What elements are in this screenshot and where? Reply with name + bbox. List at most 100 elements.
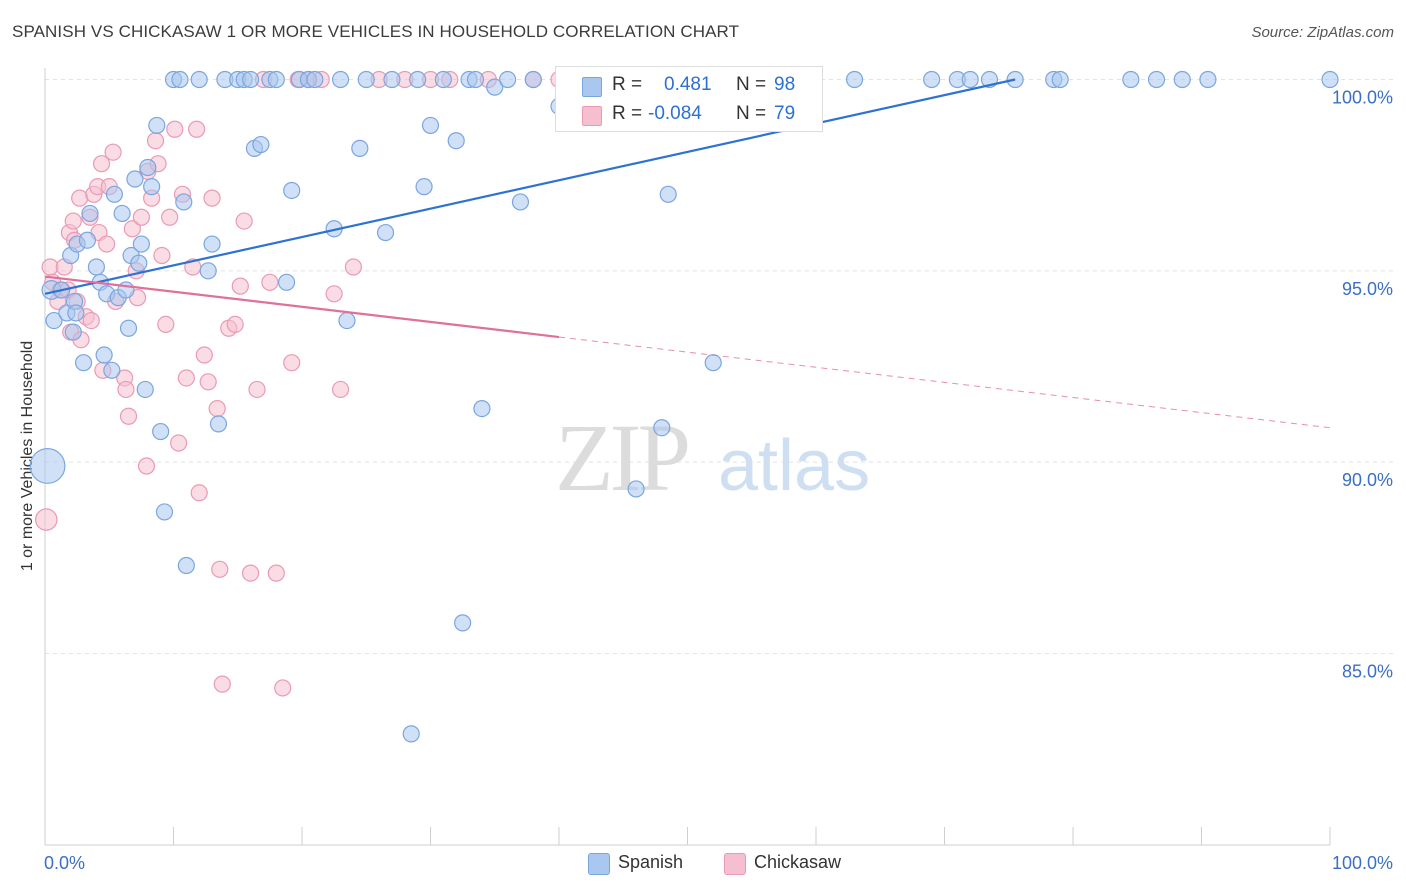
chickasaw-point	[177, 369, 195, 387]
spanish-point	[923, 70, 941, 89]
chickasaw-point	[235, 212, 253, 230]
chickasaw-legend-label: Chickasaw	[754, 852, 842, 872]
spanish-point	[103, 361, 121, 379]
spanish-point	[421, 116, 440, 135]
y-tick-label: 95.0%	[1342, 279, 1393, 299]
chickasaw-point	[195, 346, 213, 364]
spanish-point	[402, 725, 420, 743]
spanish-point	[1199, 70, 1217, 89]
spanish-legend-label: Spanish	[618, 852, 684, 872]
chickasaw-point	[261, 273, 279, 291]
chickasaw-point	[98, 235, 116, 253]
spanish-r-value: 0.481	[664, 74, 712, 95]
spanish-point	[177, 556, 195, 575]
spanish-point	[74, 354, 93, 372]
chickasaw-point	[166, 120, 184, 138]
chickasaw-swatch	[582, 106, 602, 126]
spanish-point	[29, 448, 66, 484]
spanish-point	[277, 273, 296, 291]
spanish-point	[139, 158, 157, 177]
spanish-n-label: N =	[736, 74, 767, 95]
chickasaw-point	[71, 189, 89, 207]
spanish-point	[1173, 70, 1191, 89]
source-note: Source: ZipAtlas.com	[1251, 24, 1394, 41]
spanish-point	[659, 185, 677, 203]
y-tick-label: 90.0%	[1342, 470, 1393, 490]
spanish-point	[105, 185, 123, 203]
spanish-point	[64, 323, 82, 341]
chickasaw-point	[170, 434, 188, 452]
spanish-point	[845, 70, 864, 89]
chickasaw-point	[137, 457, 156, 475]
spanish-point	[1321, 70, 1339, 89]
spanish-point	[267, 70, 285, 89]
spanish-point	[113, 204, 131, 223]
spanish-point	[87, 258, 106, 276]
spanish-r-label: R =	[612, 74, 643, 95]
spanish-point	[704, 354, 722, 372]
spanish-point	[499, 70, 517, 89]
spanish-swatch	[582, 77, 602, 97]
spanish-point	[148, 116, 166, 135]
chickasaw-point	[199, 373, 217, 391]
spanish-point	[306, 70, 324, 89]
chickasaw-point	[92, 155, 111, 173]
spanish-point	[447, 132, 465, 150]
spanish-point	[1147, 70, 1166, 89]
chickasaw-point	[64, 212, 82, 230]
chickasaw-point	[119, 407, 138, 425]
chickasaw-point	[242, 564, 260, 582]
chickasaw-point	[146, 132, 165, 150]
spanish-n-value: 98	[774, 74, 796, 95]
spanish-point	[338, 311, 356, 330]
x-tick-label-max: 100.0%	[1332, 853, 1393, 873]
chickasaw-n-value: 79	[774, 103, 796, 124]
chickasaw-point	[267, 564, 285, 582]
spanish-points	[29, 70, 1339, 743]
spanish-point	[252, 135, 270, 154]
spanish-point	[95, 346, 113, 364]
spanish-point	[81, 204, 99, 223]
chickasaw-r-value: -0.084	[648, 103, 702, 124]
axes	[44, 68, 1331, 846]
x-tick-label-min: 0.0%	[44, 853, 85, 873]
spanish-point	[67, 304, 85, 322]
chickasaw-point	[331, 380, 350, 399]
spanish-legend-swatch	[588, 853, 610, 875]
chickasaw-point	[132, 208, 150, 226]
chickasaw-point	[188, 120, 206, 138]
spanish-point	[1122, 70, 1140, 89]
spanish-point	[119, 319, 138, 337]
watermark-atlas: atlas	[718, 426, 870, 506]
spanish-point	[486, 78, 504, 96]
chart-title: SPANISH VS CHICKASAW 1 OR MORE VEHICLES …	[12, 22, 740, 41]
chickasaw-point	[213, 675, 231, 693]
y-tick-label: 85.0%	[1342, 662, 1393, 682]
chickasaw-point	[203, 189, 221, 207]
spanish-point	[78, 231, 97, 249]
spanish-point	[511, 193, 530, 211]
chickasaw-point	[153, 246, 171, 265]
spanish-point	[45, 311, 63, 330]
spanish-point	[434, 70, 452, 89]
chickasaw-point	[211, 560, 229, 578]
spanish-point	[331, 70, 350, 89]
spanish-point	[383, 70, 401, 89]
chickasaw-point	[283, 354, 301, 372]
spanish-point	[126, 170, 144, 188]
chickasaw-point	[123, 220, 141, 238]
y-tick-label: 100.0%	[1332, 88, 1393, 108]
spanish-point	[242, 70, 260, 89]
chickasaw-legend-swatch	[724, 853, 746, 875]
spanish-point	[653, 419, 671, 437]
chickasaw-point	[231, 277, 249, 295]
tick-labels: 85.0% 90.0% 95.0% 100.0% 0.0% 100.0%	[44, 88, 1393, 874]
spanish-point	[961, 70, 979, 89]
spanish-point	[409, 70, 427, 89]
spanish-point	[171, 70, 189, 89]
correlation-legend: R = 0.481 N = 98 R = -0.084 N = 79	[555, 66, 823, 132]
spanish-point	[143, 178, 161, 196]
chickasaw-point	[161, 208, 179, 226]
spanish-point	[190, 70, 208, 89]
